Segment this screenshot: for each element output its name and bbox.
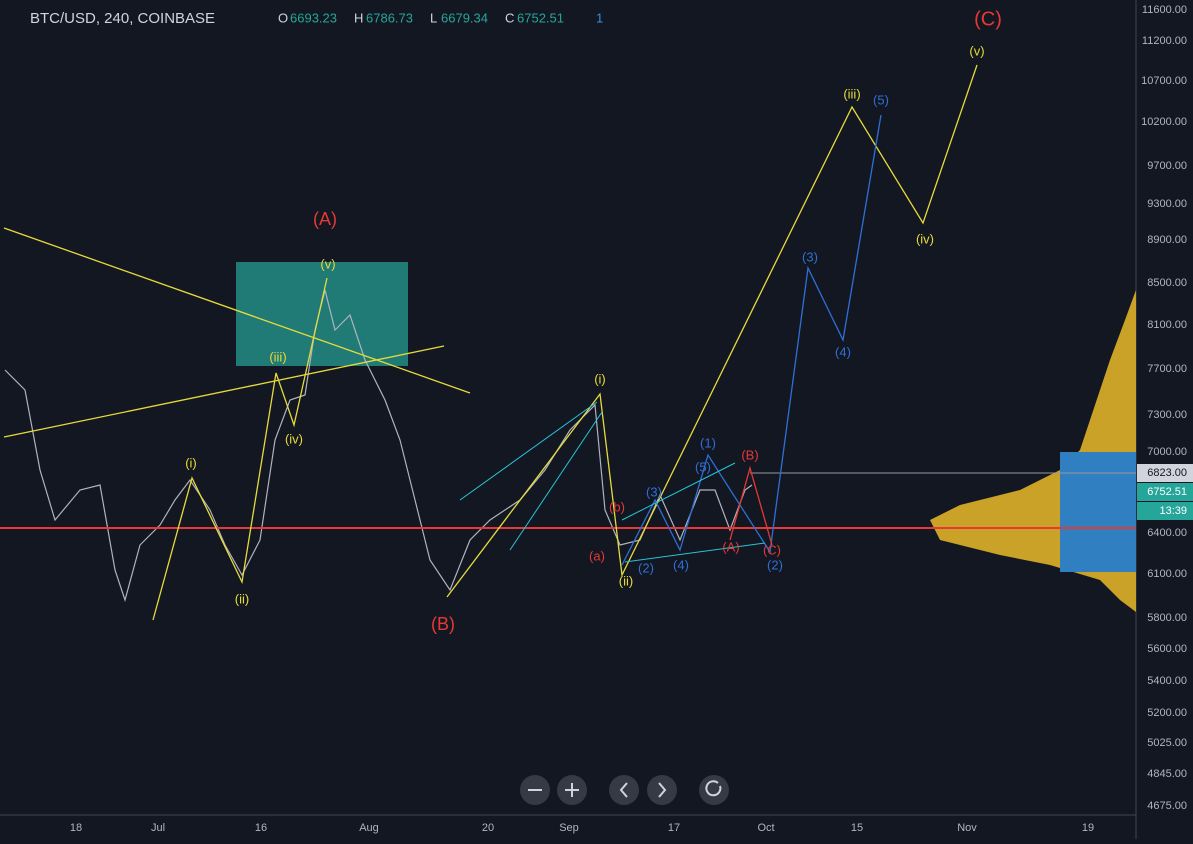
ohlc-label: L	[430, 10, 437, 25]
wave-label: (C)	[974, 8, 1002, 30]
price-tick-label: 11600.00	[1142, 4, 1187, 16]
time-tick-label: 17	[668, 822, 680, 834]
price-tick-label: 10700.00	[1141, 75, 1187, 87]
time-tick-label: 16	[255, 822, 267, 834]
wave-label: (5)	[695, 459, 711, 474]
price-tick-label: 7700.00	[1147, 363, 1187, 375]
time-tick-label: 20	[482, 822, 494, 834]
target-box	[236, 262, 408, 366]
wave-label: (B)	[741, 447, 758, 462]
value-area	[1060, 452, 1136, 572]
price-tick-label: 10200.00	[1141, 116, 1187, 128]
wave-label: (3)	[802, 249, 818, 264]
wave-label: (v)	[320, 256, 335, 271]
wave-label: (2)	[638, 560, 654, 575]
ohlc-label: O	[278, 10, 288, 25]
price-tick-label: 5600.00	[1147, 643, 1187, 655]
time-tick-label: Nov	[957, 822, 977, 834]
time-tick-label: Oct	[757, 822, 774, 834]
price-tick-label: 8500.00	[1147, 277, 1187, 289]
wave-label: (C)	[763, 542, 781, 557]
price-tick-label: 4845.00	[1147, 768, 1187, 780]
price-tick-label: 5200.00	[1147, 707, 1187, 719]
price-tag-bg	[1137, 464, 1193, 482]
wave-label: (b)	[609, 499, 625, 514]
price-tick-label: 9300.00	[1147, 198, 1187, 210]
wave-lines-yellow	[3, 64, 978, 621]
wave-label: (3)	[646, 484, 662, 499]
zoom-controls	[520, 775, 729, 805]
price-tag: 6752.51	[1147, 486, 1187, 498]
price-tick-label: 11200.00	[1142, 35, 1187, 47]
symbol[interactable]: BTC/USD, 240, COINBASE	[30, 10, 215, 27]
ohlc-label: C	[505, 10, 514, 25]
price-tick-label: 6400.00	[1147, 527, 1187, 539]
wave-label: (iv)	[285, 431, 303, 446]
wave-label: (A)	[313, 209, 337, 229]
legend: BTC/USD, 240, COINBASE O 6693.23 H 6786.…	[30, 10, 603, 27]
alert-count[interactable]: 1	[596, 10, 603, 25]
time-tick-label: 18	[70, 822, 82, 834]
reset-button[interactable]	[699, 775, 729, 805]
price-tick-label: 6100.00	[1147, 568, 1187, 580]
wave-label: (iv)	[916, 231, 934, 246]
wave-label: (A)	[722, 539, 739, 554]
price-tick-label: 5025.00	[1147, 737, 1187, 749]
scroll-left-button[interactable]	[609, 775, 639, 805]
price-tick-label: 7300.00	[1147, 409, 1187, 421]
wave-label: (4)	[673, 557, 689, 572]
wave-label: (i)	[185, 455, 197, 470]
price-tag-bg	[1137, 483, 1193, 501]
ohlc-value: 6752.51	[517, 10, 564, 25]
wave-label: (ii)	[235, 591, 249, 606]
wave-label: (iii)	[843, 86, 860, 101]
wave-lines-red	[729, 465, 773, 546]
wave-label: (1)	[700, 435, 716, 450]
wave-label: (a)	[589, 548, 605, 563]
price-tick-label: 4675.00	[1147, 800, 1187, 812]
scroll-right-button[interactable]	[647, 775, 677, 805]
time-tick-label: 15	[851, 822, 863, 834]
time-tick-label: Aug	[359, 822, 379, 834]
channel-lines	[459, 401, 766, 563]
price-tag: 6823.00	[1147, 467, 1187, 479]
price-tick-label: 8900.00	[1147, 234, 1187, 246]
wave-label: (v)	[969, 43, 984, 58]
wave-label: (i)	[594, 371, 606, 386]
ohlc-value: 6693.23	[290, 10, 337, 25]
wave-label: (2)	[767, 557, 783, 572]
price-tag-bg	[1137, 502, 1193, 520]
wave-label: (iii)	[269, 349, 286, 364]
wave-label: (4)	[835, 344, 851, 359]
price-tick-label: 5800.00	[1147, 612, 1187, 624]
time-tick-label: 19	[1082, 822, 1094, 834]
price-tick-label: 5400.00	[1147, 675, 1187, 687]
ohlc-value: 6786.73	[366, 10, 413, 25]
wave-label: (5)	[873, 92, 889, 107]
price-tick-label: 8100.00	[1147, 319, 1187, 331]
time-tick-label: Jul	[151, 822, 165, 834]
price-tick-label: 7000.00	[1147, 446, 1187, 458]
time-tick-label: Sep	[559, 822, 579, 834]
wave-label: (B)	[431, 614, 455, 634]
price-tick-label: 9700.00	[1147, 160, 1187, 172]
price-tag: 13:39	[1159, 505, 1187, 517]
wave-label: (ii)	[619, 573, 633, 588]
ohlc-value: 6679.34	[441, 10, 488, 25]
ohlc-label: H	[354, 10, 363, 25]
wave-lines-blue	[621, 114, 882, 566]
